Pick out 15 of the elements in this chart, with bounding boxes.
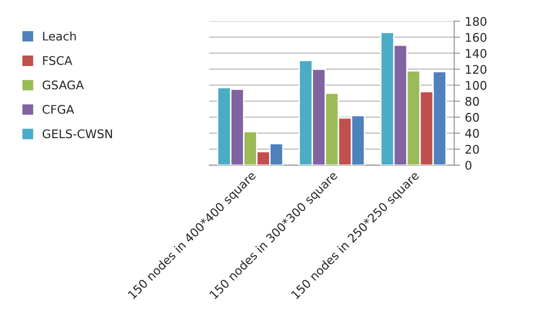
y-tick-label: 100 [466, 80, 486, 90]
y-tick-label: 40 [465, 128, 479, 138]
legend-label: CFGA [42, 104, 74, 114]
legend-label: Leach [43, 31, 76, 41]
y-tick-label: 120 [466, 64, 486, 74]
y-tick-label: 60 [465, 112, 479, 122]
legend-label: GSAGA [42, 80, 84, 90]
legend-label: FSCA [43, 56, 72, 66]
y-tick-label: 20 [466, 144, 479, 154]
y-tick-label: 180 [466, 16, 486, 26]
legend-label: GELS-CWSN [42, 129, 112, 138]
y-tick-label: 160 [466, 32, 486, 42]
y-tick-label: 140 [466, 48, 486, 58]
y-tick-label: 0 [465, 160, 472, 170]
y-tick-label: 80 [465, 96, 479, 106]
